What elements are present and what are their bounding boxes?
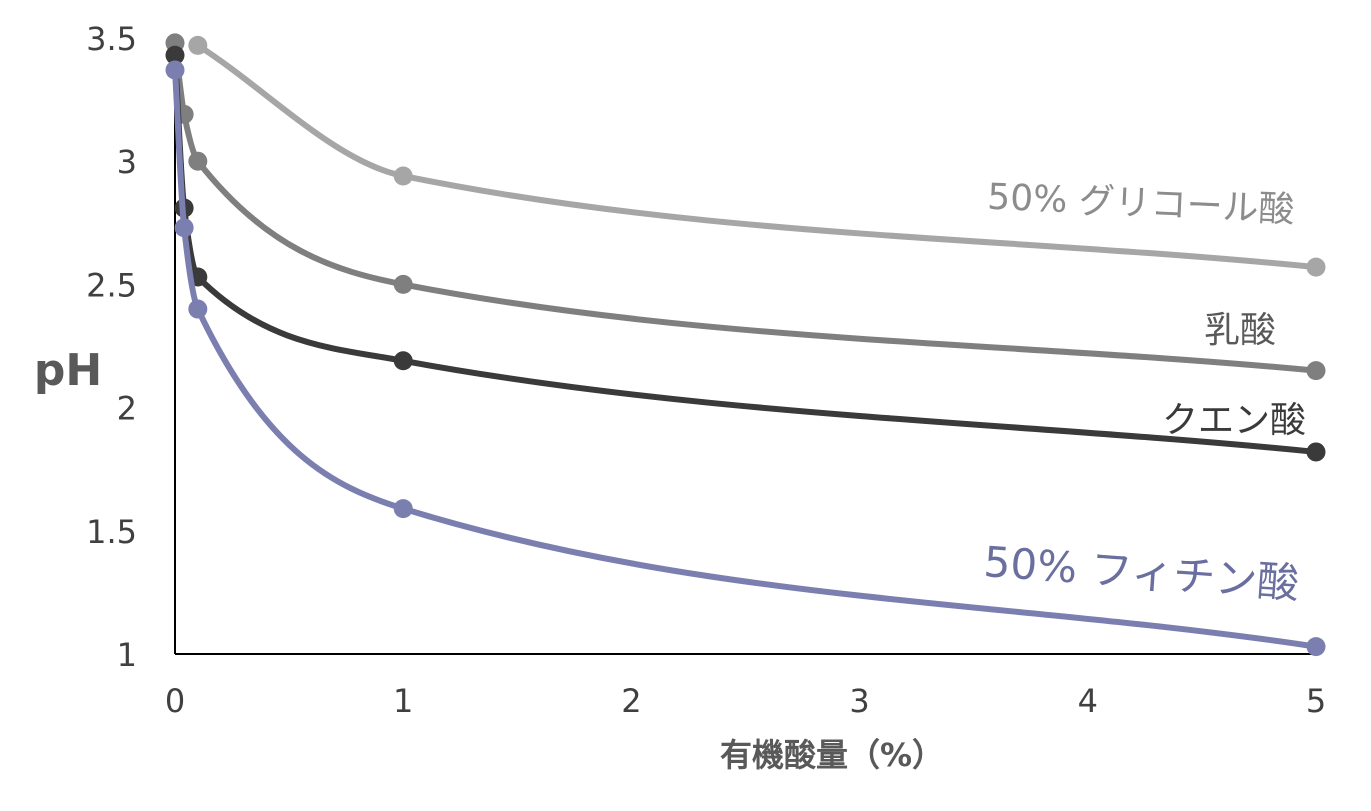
- series-group: [165, 60, 1326, 657]
- x-tick-label: 2: [621, 682, 641, 720]
- data-point: [393, 166, 413, 186]
- x-tick-label: 1: [393, 682, 413, 720]
- y-tick-label: 1: [117, 636, 137, 674]
- data-point: [393, 499, 413, 519]
- series-label: 乳酸: [1204, 310, 1276, 351]
- series-line: [194, 42, 1319, 271]
- series-label: クエン酸: [1162, 400, 1306, 441]
- x-tick-label: 4: [1078, 682, 1098, 720]
- y-tick-labels: 1 1.5 2 2.5 3 3.5: [86, 20, 137, 674]
- data-point: [1306, 637, 1326, 657]
- y-axis-title: pH: [34, 345, 102, 396]
- series-layer: [165, 33, 1326, 657]
- data-point: [165, 45, 185, 65]
- data-point: [188, 299, 208, 319]
- x-tick-label: 3: [849, 682, 869, 720]
- y-tick-label: 3: [117, 143, 137, 181]
- y-tick-label: 3.5: [86, 20, 137, 58]
- x-tick-label: 0: [165, 682, 185, 720]
- data-point: [165, 60, 185, 80]
- data-point: [1306, 257, 1326, 277]
- series-label: 50% グリコール酸: [986, 177, 1295, 231]
- data-point: [393, 274, 413, 294]
- data-point: [188, 151, 208, 171]
- data-point: [188, 35, 208, 55]
- x-tick-label: 5: [1306, 682, 1326, 720]
- data-point: [1306, 442, 1326, 462]
- x-tick-labels: 0 1 2 3 4 5: [165, 682, 1326, 720]
- axes: [174, 34, 1316, 655]
- series-label: 50% フィチン酸: [982, 537, 1301, 608]
- data-point: [393, 351, 413, 371]
- y-tick-label: 2: [117, 390, 137, 428]
- data-point: [1306, 361, 1326, 381]
- series-group: [188, 35, 1326, 277]
- data-point: [174, 218, 194, 238]
- y-tick-label: 2.5: [86, 266, 137, 304]
- x-axis-title: 有機酸量（%）: [720, 736, 944, 774]
- y-tick-label: 1.5: [86, 513, 137, 551]
